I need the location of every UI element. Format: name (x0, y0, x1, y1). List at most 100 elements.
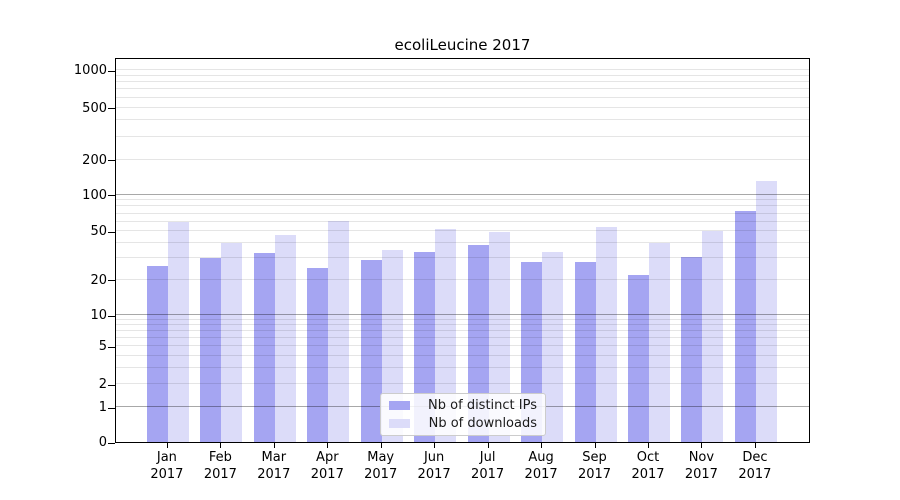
y-tick-mark-1 (108, 407, 115, 409)
gridline-40 (116, 242, 809, 244)
gridline-90 (116, 199, 809, 201)
y-tick-label-5: 5 (98, 339, 107, 355)
x-tick-label-nov: Nov 2017 (684, 450, 718, 482)
x-tick-label-jul: Jul 2017 (471, 450, 505, 482)
bar-downloads-feb (221, 243, 243, 442)
gridline-80 (116, 205, 809, 207)
y-tick-mark-200 (108, 160, 115, 161)
bar-downloads-apr (328, 220, 350, 442)
legend-label-distinct-ips: Nb of distinct IPs (428, 398, 537, 413)
bar-downloads-oct (648, 243, 670, 442)
gridline-600 (116, 96, 809, 98)
y-tick-label-50: 50 (90, 224, 107, 240)
bar-ips-nov (681, 256, 703, 442)
x-tick-mark-dec (754, 443, 756, 448)
x-tick-label-oct: Oct 2017 (631, 450, 665, 482)
gridline-200 (116, 158, 809, 160)
gridline-20 (116, 278, 809, 280)
y-tick-mark-100 (108, 195, 115, 197)
x-tick-mark-mar (273, 443, 275, 448)
gridline-3 (116, 366, 809, 368)
x-tick-mark-jan (166, 443, 168, 448)
gridline-400 (116, 119, 809, 121)
bar-ips-mar (253, 253, 275, 442)
bar-downloads-jul (488, 232, 510, 442)
x-tick-mark-apr (327, 443, 329, 448)
y-tick-label-200: 200 (82, 152, 107, 168)
gridline-50 (116, 230, 809, 232)
bar-ips-sep (574, 262, 596, 442)
gridline-5 (116, 345, 809, 347)
legend-entry-distinct-ips: Nb of distinct IPs (389, 398, 537, 413)
bar-downloads-aug (542, 251, 564, 442)
legend-entry-downloads: Nb of downloads (389, 416, 537, 431)
gridline-1000 (116, 69, 809, 70)
legend-swatch-downloads (389, 419, 410, 428)
gridline-7 (116, 330, 809, 332)
y-tick-mark-10 (108, 315, 115, 317)
x-tick-mark-aug (541, 443, 543, 448)
x-tick-label-sep: Sep 2017 (577, 450, 612, 482)
bar-downloads-nov (702, 231, 724, 442)
y-tick-mark-50 (108, 231, 115, 233)
bar-ips-apr (307, 268, 329, 442)
gridline-4 (116, 354, 809, 356)
x-tick-mark-sep (594, 443, 596, 448)
y-tick-mark-500 (108, 108, 115, 109)
y-tick-label-500: 500 (82, 100, 107, 116)
x-tick-label-apr: Apr 2017 (310, 450, 344, 482)
gridline-8 (116, 324, 809, 326)
gridline-9 (116, 319, 809, 321)
chart-title: ecoliLeucine 2017 (394, 36, 531, 54)
bar-ips-oct (627, 274, 649, 442)
gridline-6 (116, 337, 809, 339)
gridline-800 (116, 81, 809, 83)
bar-ips-feb (200, 258, 222, 442)
gridline-60 (116, 220, 809, 222)
x-tick-mark-oct (648, 443, 649, 448)
x-tick-mark-may (380, 443, 382, 448)
x-tick-mark-feb (220, 443, 222, 448)
x-tick-label-aug: Aug 2017 (524, 450, 558, 482)
legend-swatch-distinct-ips (389, 401, 410, 410)
gridline-70 (116, 212, 809, 214)
gridline-100 (116, 193, 809, 195)
gridline-700 (116, 88, 809, 90)
gridline-10 (116, 314, 809, 316)
gridline-30 (116, 257, 809, 259)
legend-label-downloads: Nb of downloads (428, 416, 537, 431)
y-tick-label-100: 100 (82, 187, 107, 203)
y-tick-mark-2 (108, 384, 115, 386)
bar-ips-may (360, 260, 382, 442)
bar-downloads-sep (595, 227, 617, 442)
bar-downloads-jan (167, 221, 189, 442)
x-tick-label-jun: Jun 2017 (417, 450, 451, 482)
y-tick-label-0: 0 (98, 435, 107, 450)
y-tick-label-20: 20 (90, 272, 107, 288)
x-tick-label-mar: Mar 2017 (257, 450, 291, 482)
y-tick-mark-20 (108, 280, 115, 282)
x-tick-label-may: May 2017 (364, 450, 398, 482)
x-tick-mark-jul (487, 443, 489, 448)
x-tick-mark-jun (434, 443, 436, 448)
gridline-300 (116, 135, 809, 137)
y-tick-label-1000: 1000 (73, 63, 107, 78)
bar-ips-dec (734, 210, 756, 442)
gridline-900 (116, 74, 809, 76)
grid-layer (116, 59, 809, 442)
gridline-500 (116, 106, 809, 108)
y-tick-mark-5 (108, 346, 115, 348)
bar-downloads-dec (755, 181, 777, 442)
x-tick-label-feb: Feb 2017 (203, 450, 237, 482)
x-tick-label-dec: Dec 2017 (738, 450, 772, 482)
y-tick-mark-1000 (108, 70, 115, 72)
y-tick-mark-0 (108, 442, 115, 444)
legend: Nb of distinct IPs Nb of downloads (380, 393, 546, 436)
x-tick-label-jan: Jan 2017 (150, 450, 184, 482)
y-tick-label-10: 10 (90, 308, 107, 324)
bar-downloads-mar (274, 234, 296, 442)
gridline-2 (116, 383, 809, 385)
bar-downloads-jun (435, 229, 457, 442)
bar-ips-jul (467, 244, 489, 442)
